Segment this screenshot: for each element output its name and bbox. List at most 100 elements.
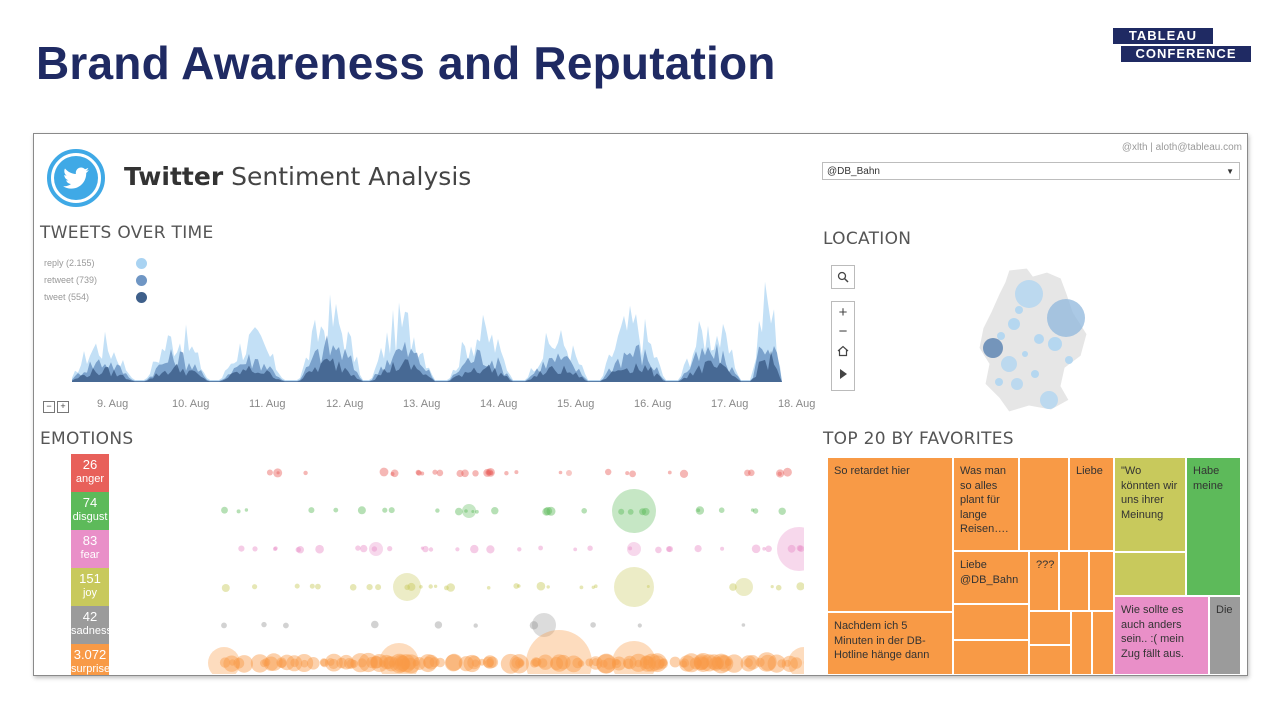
emotion-bubble-surprise[interactable] bbox=[394, 655, 410, 671]
emotion-bubble-joy[interactable] bbox=[646, 585, 650, 588]
emotion-bubble-anger[interactable] bbox=[379, 467, 389, 477]
emotion-bubble-fear[interactable] bbox=[694, 545, 702, 553]
map-bubble[interactable] bbox=[1011, 378, 1023, 390]
emotion-bubble-joy[interactable] bbox=[404, 584, 410, 591]
emotion-bubble-surprise[interactable] bbox=[743, 658, 753, 668]
emotion-bubble-surprise[interactable] bbox=[388, 660, 396, 667]
emotion-bubble-disgust[interactable] bbox=[542, 507, 551, 516]
emotion-bubble-surprise[interactable] bbox=[556, 654, 571, 670]
emotion-bubble-surprise[interactable] bbox=[423, 656, 435, 669]
emotion-bubble-anger[interactable] bbox=[276, 471, 280, 475]
treemap-tile[interactable]: So retardet hier bbox=[827, 457, 953, 612]
emotion-bubble-fear[interactable] bbox=[315, 544, 324, 554]
treemap-tile[interactable]: Die bbox=[1209, 596, 1241, 675]
emotion-bubble-surprise[interactable] bbox=[307, 657, 320, 670]
emotion-bubble-joy[interactable] bbox=[433, 584, 438, 588]
emotion-bubble-disgust[interactable] bbox=[308, 507, 315, 514]
emotion-bubble-surprise[interactable] bbox=[759, 654, 776, 671]
emotion-bubble-joy[interactable] bbox=[393, 573, 421, 601]
emotion-bubble-sadness[interactable] bbox=[434, 621, 443, 629]
emotion-bubble-surprise[interactable] bbox=[565, 655, 583, 673]
account-select[interactable]: @DB_Bahn ▼ bbox=[822, 162, 1240, 180]
emotion-bubble-surprise[interactable] bbox=[370, 654, 389, 672]
map-bubble[interactable] bbox=[1065, 356, 1073, 364]
emotion-bubble-surprise[interactable] bbox=[654, 659, 664, 669]
treemap-tile[interactable] bbox=[1114, 552, 1186, 596]
emotion-bubble-surprise[interactable] bbox=[777, 659, 786, 668]
emotion-bubble-surprise[interactable] bbox=[511, 657, 524, 669]
emotion-bubble-surprise[interactable] bbox=[679, 660, 688, 668]
emotion-bubble-surprise[interactable] bbox=[383, 656, 399, 672]
emotion-bubble-sadness[interactable] bbox=[221, 622, 227, 629]
emotion-bubble-disgust[interactable] bbox=[491, 507, 499, 515]
emotion-bubble-surprise[interactable] bbox=[596, 654, 616, 674]
emotion-bubble-surprise[interactable] bbox=[423, 654, 439, 670]
emotion-bubble-anger[interactable] bbox=[744, 469, 751, 477]
emotion-bubble-surprise[interactable] bbox=[500, 653, 521, 674]
emotion-bubble-surprise[interactable] bbox=[412, 657, 426, 670]
emotion-bubble-fear[interactable] bbox=[787, 544, 796, 553]
treemap-tile[interactable] bbox=[1092, 611, 1114, 675]
map-bubble[interactable] bbox=[1001, 356, 1017, 372]
emotion-bubble-surprise[interactable] bbox=[783, 659, 792, 667]
emotion-bubble-surprise[interactable] bbox=[689, 657, 702, 670]
treemap-tile[interactable] bbox=[1029, 611, 1071, 645]
emotion-bubble-sadness[interactable] bbox=[741, 623, 746, 627]
emotion-bubble-disgust[interactable] bbox=[244, 508, 249, 512]
emotion-bubble-joy[interactable] bbox=[614, 567, 654, 607]
emotion-bubble-joy[interactable] bbox=[407, 582, 416, 591]
emotion-bubble-disgust[interactable] bbox=[382, 507, 388, 513]
emotion-bubble-surprise[interactable] bbox=[681, 653, 701, 673]
emotion-bubble-disgust[interactable] bbox=[221, 506, 228, 514]
emotion-bubble-surprise[interactable] bbox=[530, 659, 539, 668]
emotion-bubble-surprise[interactable] bbox=[623, 655, 637, 670]
emotion-bubble-surprise[interactable] bbox=[399, 658, 411, 670]
emotion-bubble-anger[interactable] bbox=[777, 471, 782, 476]
emotion-bubble-anger[interactable] bbox=[436, 469, 444, 477]
emotion-bubble-fear[interactable] bbox=[355, 545, 361, 551]
emotion-bubble-surprise[interactable] bbox=[634, 659, 643, 668]
emotion-bubble-disgust[interactable] bbox=[333, 507, 339, 513]
area-series-tweet[interactable] bbox=[72, 350, 782, 382]
emotion-bubble-surprise[interactable] bbox=[369, 655, 383, 669]
emotion-bubble-anger[interactable] bbox=[783, 467, 792, 477]
map-bubble[interactable] bbox=[997, 332, 1005, 340]
emotion-bubble-disgust[interactable] bbox=[388, 507, 395, 514]
emotion-bubble-anger[interactable] bbox=[486, 468, 495, 477]
emotion-bubble-surprise[interactable] bbox=[366, 656, 378, 669]
emotion-bubble-surprise[interactable] bbox=[526, 630, 592, 674]
emotion-bubble-surprise[interactable] bbox=[679, 658, 690, 668]
emotion-bubble-surprise[interactable] bbox=[515, 658, 525, 668]
emotion-bubble-disgust[interactable] bbox=[696, 508, 701, 513]
treemap-tile[interactable]: Nachdem ich 5 Minuten in der DB-Hotline … bbox=[827, 612, 953, 675]
emotion-bubble-joy[interactable] bbox=[775, 584, 782, 591]
emotion-bubble-surprise[interactable] bbox=[639, 656, 656, 672]
emotion-bubble-surprise[interactable] bbox=[250, 654, 270, 673]
emotion-bubble-surprise[interactable] bbox=[788, 647, 804, 674]
emotion-bubble-surprise[interactable] bbox=[233, 657, 245, 669]
emotion-bubble-surprise[interactable] bbox=[290, 658, 299, 668]
treemap-tile[interactable] bbox=[1071, 611, 1092, 675]
emotion-bubble-joy[interactable] bbox=[591, 585, 595, 589]
emotion-bubble-anger[interactable] bbox=[504, 471, 509, 476]
emotion-bubble-joy[interactable] bbox=[735, 578, 753, 596]
emotion-bubble-joy[interactable] bbox=[770, 585, 774, 589]
emotion-bubble-surprise[interactable] bbox=[229, 659, 236, 666]
emotion-bubble-disgust[interactable] bbox=[455, 507, 463, 516]
emotion-bubble-anger[interactable] bbox=[420, 471, 425, 476]
emotion-bubble-disgust[interactable] bbox=[471, 510, 475, 513]
emotion-joy-badge[interactable]: 151 joy bbox=[71, 568, 109, 606]
emotion-bubble-joy[interactable] bbox=[444, 585, 449, 591]
emotion-bubble-joy[interactable] bbox=[486, 586, 491, 590]
treemap-tile[interactable]: ??? bbox=[1029, 551, 1059, 611]
map-bubble[interactable] bbox=[1022, 351, 1028, 357]
emotion-bubble-surprise[interactable] bbox=[419, 654, 437, 673]
emotion-bubble-fear[interactable] bbox=[420, 546, 424, 550]
emotion-bubble-anger[interactable] bbox=[485, 470, 490, 475]
emotion-bubble-disgust[interactable] bbox=[435, 508, 440, 513]
map-bubble[interactable] bbox=[1031, 370, 1039, 378]
emotion-bubble-surprise[interactable] bbox=[277, 659, 287, 669]
treemap-tile[interactable] bbox=[1019, 457, 1069, 551]
emotion-bubble-fear[interactable] bbox=[751, 544, 761, 554]
emotion-bubble-surprise[interactable] bbox=[458, 656, 474, 672]
